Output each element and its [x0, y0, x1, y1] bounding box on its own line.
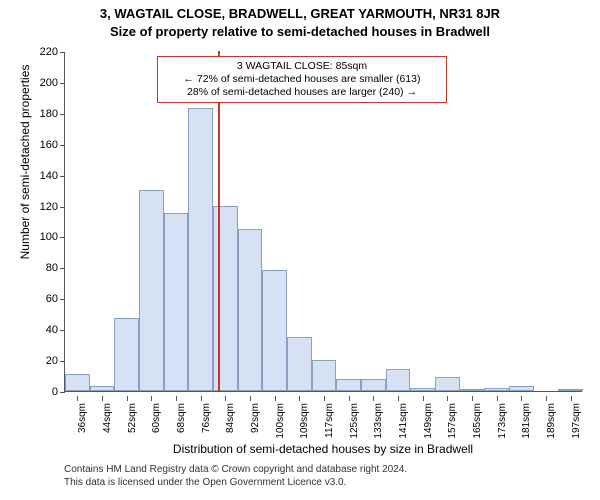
x-tick-label: 197sqm [571, 403, 582, 439]
x-tick-label: 60sqm [151, 403, 162, 433]
y-tick-label: 160 [40, 139, 58, 151]
y-tick-label: 80 [46, 262, 58, 274]
y-tick-label: 180 [40, 108, 58, 120]
footer-line1: Contains HM Land Registry data © Crown c… [64, 464, 407, 475]
x-tick-label: 141sqm [398, 403, 409, 439]
x-axis-label: Distribution of semi-detached houses by … [64, 442, 582, 456]
bar [238, 229, 263, 391]
x-tick-label: 173sqm [497, 403, 508, 439]
x-tick-label: 68sqm [176, 403, 187, 433]
y-tick-label: 20 [46, 355, 58, 367]
x-tick-label: 36sqm [77, 403, 88, 433]
y-tick-label: 0 [52, 386, 58, 398]
chart-title-line1: 3, WAGTAIL CLOSE, BRADWELL, GREAT YARMOU… [0, 6, 600, 21]
x-tick-label: 76sqm [201, 403, 212, 433]
bar [139, 190, 164, 391]
footer-line2: This data is licensed under the Open Gov… [64, 477, 346, 488]
y-tick-label: 200 [40, 77, 58, 89]
x-tick-label: 189sqm [546, 403, 557, 439]
y-tick-label: 40 [46, 324, 58, 336]
y-axis-label: Number of semi-detached properties [18, 0, 32, 332]
plot-area: 02040608010012014016018020022036sqm44sqm… [64, 52, 582, 392]
annotation-line: ← 72% of semi-detached houses are smalle… [164, 73, 440, 86]
y-tick-label: 220 [40, 46, 58, 58]
x-tick-label: 52sqm [127, 403, 138, 433]
bar [213, 206, 238, 391]
x-tick-label: 117sqm [324, 403, 335, 438]
bar [164, 213, 189, 391]
chart-title-line2: Size of property relative to semi-detach… [0, 24, 600, 39]
annotation-box: 3 WAGTAIL CLOSE: 85sqm← 72% of semi-deta… [157, 56, 447, 103]
x-tick-label: 125sqm [349, 403, 360, 439]
annotation-line: 3 WAGTAIL CLOSE: 85sqm [164, 60, 440, 73]
y-tick-label: 140 [40, 170, 58, 182]
x-tick-label: 109sqm [299, 403, 310, 439]
x-tick-label: 133sqm [373, 403, 384, 439]
x-tick-label: 165sqm [472, 403, 483, 439]
y-tick-label: 60 [46, 293, 58, 305]
y-tick-label: 120 [40, 201, 58, 213]
y-tick-label: 100 [40, 231, 58, 243]
x-tick-label: 181sqm [521, 403, 532, 439]
x-tick-label: 44sqm [102, 403, 113, 433]
x-tick-label: 92sqm [250, 403, 261, 433]
bar [188, 108, 213, 391]
annotation-line: 28% of semi-detached houses are larger (… [164, 86, 440, 99]
x-tick-label: 100sqm [275, 403, 286, 439]
x-tick-label: 84sqm [225, 403, 236, 433]
x-tick-label: 149sqm [423, 403, 434, 439]
x-tick-label: 157sqm [447, 403, 458, 439]
